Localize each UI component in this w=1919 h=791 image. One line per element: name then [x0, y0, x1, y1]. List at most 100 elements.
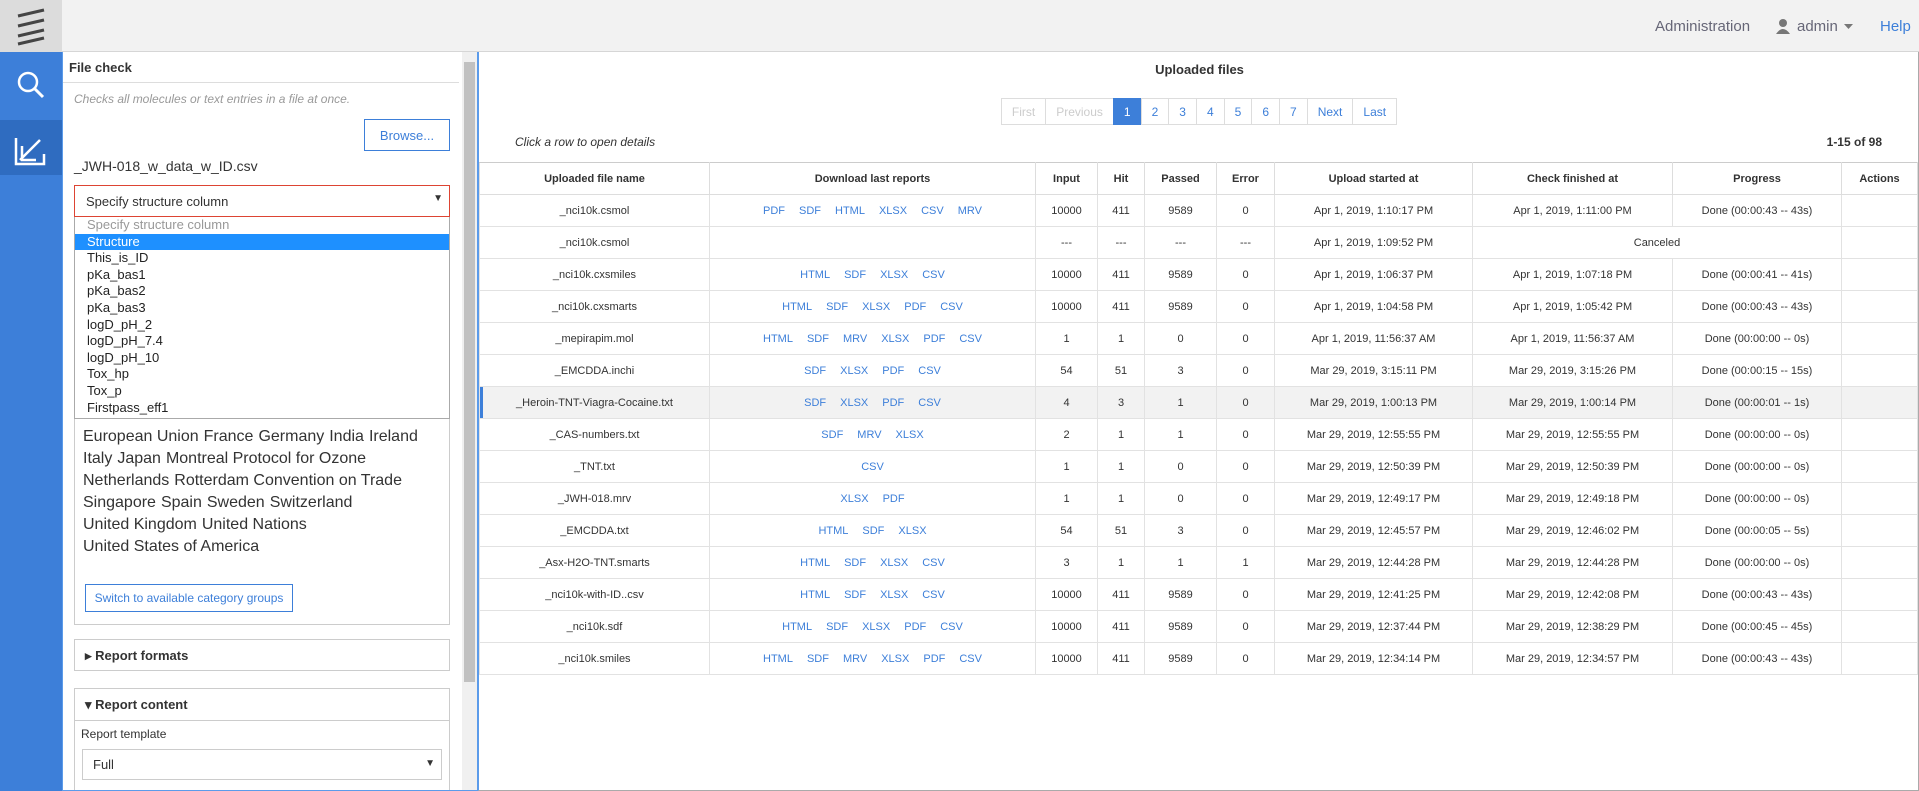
table-row[interactable]: _nci10k-with-ID..csv HTML SDF XLSX CSV 10000 4…: [479, 578, 1918, 611]
report-link[interactable]: XLSX: [880, 556, 909, 569]
report-link[interactable]: SDF: [821, 428, 844, 441]
report-link[interactable]: HTML: [763, 652, 793, 665]
column-header[interactable]: Passed: [1144, 162, 1217, 195]
table-row[interactable]: _nci10k.smiles HTML SDF MRV XLSX PDF CSV 10000 4…: [479, 642, 1918, 675]
report-link[interactable]: PDF: [904, 300, 927, 313]
report-link[interactable]: HTML: [782, 300, 813, 313]
report-link[interactable]: CSV: [922, 268, 945, 281]
page-button[interactable]: 2: [1140, 98, 1170, 125]
report-link[interactable]: XLSX: [862, 300, 891, 313]
administration-link[interactable]: Administration: [1655, 18, 1751, 35]
report-link[interactable]: CSV: [861, 460, 884, 473]
column-header[interactable]: Error: [1216, 162, 1275, 195]
page-button[interactable]: 5: [1223, 98, 1253, 125]
report-link[interactable]: SDF: [799, 204, 822, 217]
switch-button[interactable]: Switch to available category groups: [85, 584, 293, 612]
tag[interactable]: Sweden: [206, 494, 265, 511]
tag[interactable]: United States of America: [83, 538, 260, 555]
tag[interactable]: Spain: [160, 494, 202, 511]
report-link[interactable]: XLSX: [878, 204, 908, 217]
file-check-tab[interactable]: [0, 120, 62, 175]
select-option[interactable]: logD_pH_7.4: [87, 333, 163, 349]
report-link[interactable]: XLSX: [840, 396, 869, 409]
report-link[interactable]: SDF: [862, 524, 885, 537]
report-link[interactable]: SDF: [806, 332, 829, 345]
select-option[interactable]: pKa_bas1: [87, 266, 146, 282]
report-link[interactable]: PDF: [923, 332, 946, 345]
table-row[interactable]: _Asx-H2O-TNT.smarts HTML SDF XLSX CSV 3 1 1 1 Mar…: [479, 546, 1918, 579]
select-option[interactable]: pKa_bas2: [87, 283, 146, 299]
report-link[interactable]: CSV: [940, 620, 963, 633]
report-link[interactable]: PDF: [923, 652, 946, 665]
table-row[interactable]: _nci10k.cxsmarts HTML SDF XLSX PDF CSV 10000 41…: [479, 290, 1918, 323]
browse-button[interactable]: Browse...: [364, 119, 450, 151]
table-row[interactable]: _TNT.txt CSV 1 1 0 0 Mar 29, 2019, 12:50:39 PM…: [479, 450, 1918, 483]
report-link[interactable]: XLSX: [880, 268, 909, 281]
user-menu[interactable]: admin: [1797, 18, 1838, 35]
tag[interactable]: Italy: [83, 450, 113, 467]
column-header[interactable]: Download last reports: [709, 162, 1036, 195]
scrollbar[interactable]: [462, 52, 477, 790]
tag[interactable]: Rotterdam Convention on Trade: [174, 472, 402, 489]
report-formats-header[interactable]: ▸ Report formats: [74, 639, 450, 671]
table-row[interactable]: _EMCDDA.inchi SDF XLSX PDF CSV 54 51 3 0 Mar 29, …: [479, 354, 1918, 387]
column-header[interactable]: Input: [1035, 162, 1098, 195]
table-row[interactable]: _nci10k.csmol PDF SDF HTML XLSX CSV MRV 10000 41…: [479, 194, 1918, 227]
report-link[interactable]: PDF: [882, 492, 905, 505]
select-option[interactable]: pKa_bas3: [87, 299, 146, 315]
page-button[interactable]: 7: [1279, 98, 1308, 125]
tag[interactable]: Montreal Protocol for Ozone: [165, 450, 367, 467]
report-link[interactable]: XLSX: [895, 428, 924, 441]
report-link[interactable]: SDF: [806, 652, 829, 665]
report-link[interactable]: XLSX: [898, 524, 927, 537]
table-row[interactable]: _Heroin-TNT-Viagra-Cocaine.txt SDF XLSX PDF…: [479, 386, 1918, 419]
report-link[interactable]: PDF: [763, 204, 786, 217]
report-link[interactable]: HTML: [763, 332, 793, 345]
select-option[interactable]: logD_pH_10: [87, 349, 160, 365]
select-option[interactable]: Tox_hp: [87, 366, 129, 382]
report-link[interactable]: SDF: [826, 620, 849, 633]
tag[interactable]: United Nations: [201, 516, 307, 533]
scroll-thumb[interactable]: [464, 62, 475, 682]
column-header[interactable]: Progress: [1672, 162, 1842, 195]
tag[interactable]: India: [329, 428, 364, 445]
report-link[interactable]: HTML: [782, 620, 813, 633]
report-link[interactable]: XLSX: [840, 492, 869, 505]
select-option[interactable]: Structure: [75, 233, 449, 251]
page-button[interactable]: 1: [1112, 98, 1142, 125]
column-header[interactable]: Hit: [1097, 162, 1145, 195]
report-link[interactable]: CSV: [959, 652, 982, 665]
report-link[interactable]: CSV: [918, 364, 941, 377]
report-link[interactable]: SDF: [844, 588, 867, 601]
tag[interactable]: United Kingdom: [83, 516, 197, 533]
template-select[interactable]: Full ▼: [82, 749, 442, 780]
table-row[interactable]: _nci10k.csmol --- --- --- --- Apr 1, 2019, 1:…: [479, 226, 1918, 259]
report-link[interactable]: CSV: [940, 300, 963, 313]
page-button[interactable]: Next: [1306, 98, 1354, 125]
page-button[interactable]: 4: [1195, 98, 1225, 125]
report-link[interactable]: XLSX: [840, 364, 869, 377]
select-option[interactable]: Specify structure column: [87, 217, 230, 232]
report-link[interactable]: HTML: [818, 524, 849, 537]
report-link[interactable]: CSV: [922, 556, 945, 569]
report-link[interactable]: MRV: [842, 652, 868, 665]
table-row[interactable]: _JWH-018.mrv XLSX PDF 1 1 0 0 Mar 29, 2019, 12:…: [479, 482, 1918, 515]
page-button[interactable]: Last: [1352, 98, 1398, 125]
column-header[interactable]: Upload started at: [1274, 162, 1473, 195]
page-button[interactable]: First: [1000, 98, 1047, 125]
report-link[interactable]: XLSX: [862, 620, 891, 633]
report-link[interactable]: CSV: [922, 588, 945, 601]
report-link[interactable]: SDF: [844, 556, 867, 569]
tag[interactable]: Ireland: [368, 428, 418, 445]
report-link[interactable]: XLSX: [881, 652, 910, 665]
report-link[interactable]: CSV: [921, 204, 944, 217]
report-link[interactable]: PDF: [904, 620, 927, 633]
report-link[interactable]: MRV: [842, 332, 868, 345]
report-link[interactable]: SDF: [826, 300, 849, 313]
report-link[interactable]: CSV: [959, 332, 982, 345]
report-link[interactable]: SDF: [804, 364, 827, 377]
report-link[interactable]: PDF: [882, 396, 905, 409]
table-row[interactable]: _CAS-numbers.txt SDF MRV XLSX 2 1 1 0 Mar 29, 20…: [479, 418, 1918, 451]
tag[interactable]: France: [203, 428, 254, 445]
page-button[interactable]: Previous: [1045, 98, 1114, 125]
